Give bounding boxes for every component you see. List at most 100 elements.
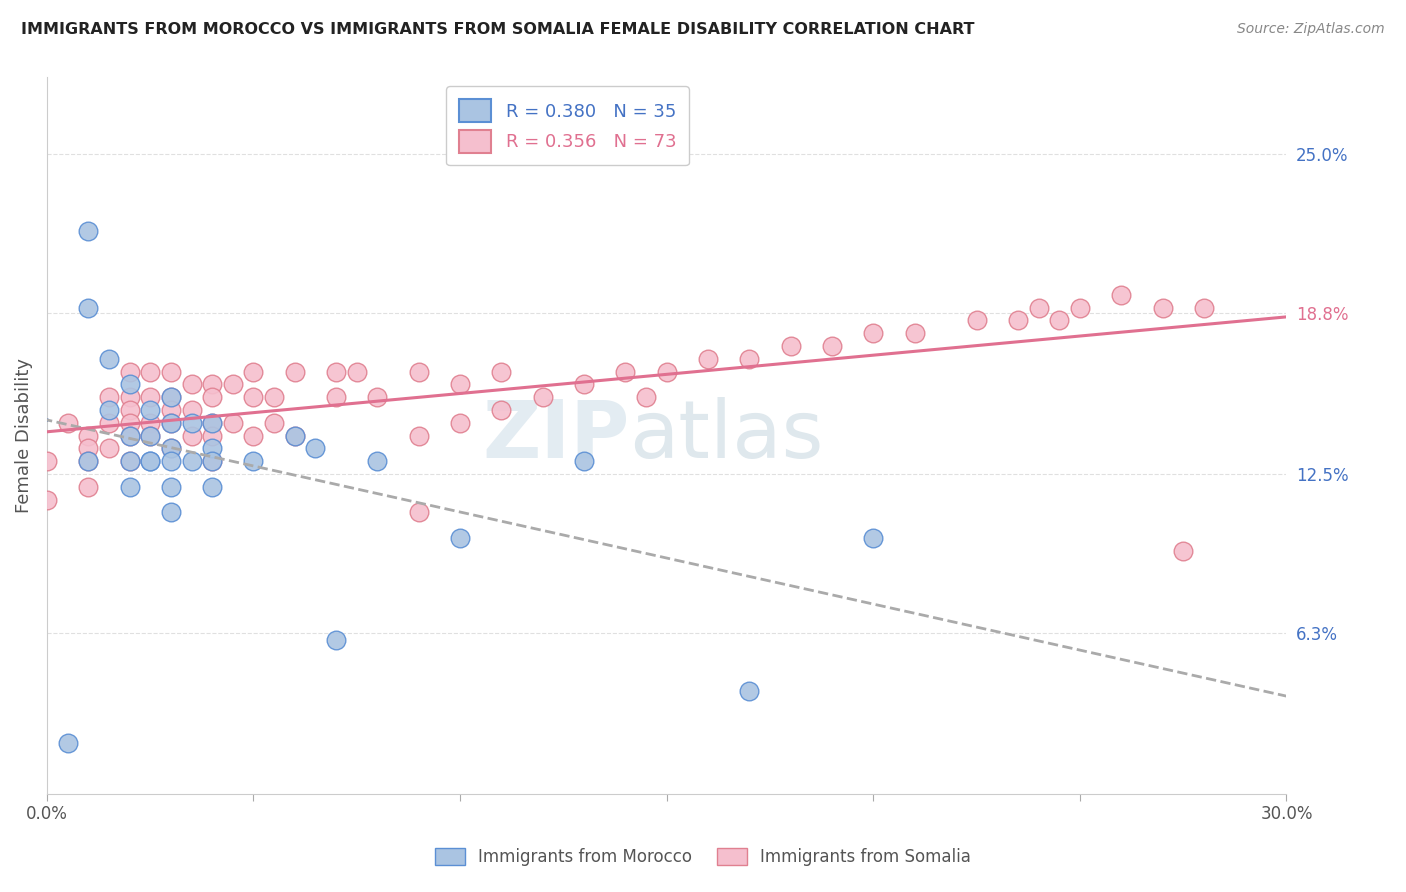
Point <box>35 492 58 507</box>
Point <box>77 480 100 494</box>
Text: Source: ZipAtlas.com: Source: ZipAtlas.com <box>1237 22 1385 37</box>
Point <box>201 454 224 468</box>
Point <box>779 339 801 353</box>
Point <box>139 390 162 404</box>
Point <box>284 428 307 442</box>
Point <box>180 454 202 468</box>
Point <box>263 390 285 404</box>
Point <box>531 390 554 404</box>
Point <box>325 390 347 404</box>
Point <box>201 416 224 430</box>
Point <box>1047 313 1070 327</box>
Point <box>201 416 224 430</box>
Point <box>160 403 183 417</box>
Point <box>491 403 513 417</box>
Point <box>97 390 120 404</box>
Point <box>738 684 761 698</box>
Point <box>346 365 368 379</box>
Point <box>139 454 162 468</box>
Point <box>118 390 141 404</box>
Point <box>821 339 844 353</box>
Point <box>118 416 141 430</box>
Point <box>903 326 925 341</box>
Point <box>966 313 988 327</box>
Point <box>118 454 141 468</box>
Point <box>160 390 183 404</box>
Y-axis label: Female Disability: Female Disability <box>15 358 32 513</box>
Point <box>56 416 79 430</box>
Text: ZIP: ZIP <box>482 397 630 475</box>
Point <box>325 365 347 379</box>
Point <box>1152 301 1174 315</box>
Point <box>160 454 183 468</box>
Point <box>242 454 264 468</box>
Point <box>572 377 595 392</box>
Point <box>77 224 100 238</box>
Point <box>139 428 162 442</box>
Point <box>263 416 285 430</box>
Point <box>35 454 58 468</box>
Point <box>222 416 245 430</box>
Point <box>304 442 326 456</box>
Point <box>242 390 264 404</box>
Point <box>366 390 388 404</box>
Point <box>180 416 202 430</box>
Point <box>160 442 183 456</box>
Point <box>1069 301 1091 315</box>
Point <box>449 531 471 545</box>
Point <box>491 365 513 379</box>
Point <box>180 377 202 392</box>
Point <box>862 531 884 545</box>
Point <box>118 377 141 392</box>
Point <box>118 454 141 468</box>
Point <box>139 365 162 379</box>
Point <box>634 390 657 404</box>
Point <box>366 454 388 468</box>
Point <box>325 633 347 648</box>
Point <box>160 416 183 430</box>
Point <box>449 416 471 430</box>
Point <box>97 351 120 366</box>
Point <box>242 365 264 379</box>
Point <box>408 428 430 442</box>
Legend: R = 0.380   N = 35, R = 0.356   N = 73: R = 0.380 N = 35, R = 0.356 N = 73 <box>446 87 689 165</box>
Point <box>862 326 884 341</box>
Point <box>77 442 100 456</box>
Point <box>201 377 224 392</box>
Legend: Immigrants from Morocco, Immigrants from Somalia: Immigrants from Morocco, Immigrants from… <box>426 840 980 875</box>
Point <box>614 365 637 379</box>
Point <box>1007 313 1029 327</box>
Point <box>655 365 678 379</box>
Point <box>201 480 224 494</box>
Point <box>139 416 162 430</box>
Point <box>1173 543 1195 558</box>
Point <box>201 454 224 468</box>
Point <box>77 428 100 442</box>
Point <box>77 301 100 315</box>
Point <box>139 454 162 468</box>
Point <box>697 351 720 366</box>
Point <box>284 428 307 442</box>
Point <box>56 735 79 749</box>
Point <box>160 390 183 404</box>
Point <box>449 377 471 392</box>
Point <box>180 403 202 417</box>
Point <box>118 428 141 442</box>
Point <box>139 428 162 442</box>
Point <box>408 505 430 519</box>
Point <box>97 442 120 456</box>
Point <box>77 454 100 468</box>
Point <box>160 365 183 379</box>
Point <box>77 454 100 468</box>
Point <box>160 480 183 494</box>
Point <box>738 351 761 366</box>
Point <box>1192 301 1215 315</box>
Point <box>97 403 120 417</box>
Point <box>201 428 224 442</box>
Point <box>222 377 245 392</box>
Point <box>160 505 183 519</box>
Point <box>284 365 307 379</box>
Point <box>572 454 595 468</box>
Point <box>97 416 120 430</box>
Text: atlas: atlas <box>630 397 824 475</box>
